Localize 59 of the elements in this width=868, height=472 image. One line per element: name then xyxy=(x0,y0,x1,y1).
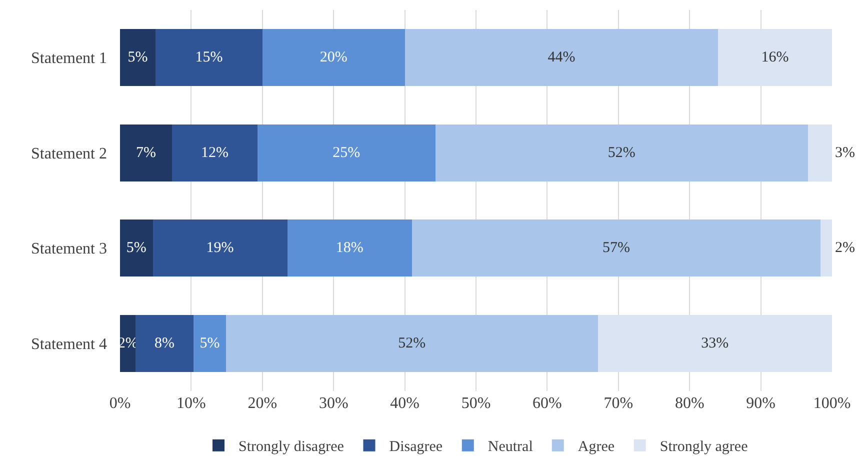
x-tick-label: 50% xyxy=(461,395,491,412)
bar xyxy=(120,29,156,86)
bar xyxy=(718,29,832,86)
bar xyxy=(226,314,598,372)
bar xyxy=(262,29,405,86)
bar xyxy=(404,29,718,86)
x-tick-label: 40% xyxy=(390,395,420,412)
bar xyxy=(152,220,288,277)
data-label: 16% xyxy=(761,50,789,66)
data-label: 25% xyxy=(332,144,360,161)
bar xyxy=(193,314,226,372)
bar xyxy=(257,124,436,182)
y-tick-label: Statement 1 xyxy=(31,50,107,68)
x-tick-label: 100% xyxy=(813,395,851,412)
bar xyxy=(412,220,821,277)
bar xyxy=(120,220,153,277)
bar xyxy=(120,314,136,372)
bar xyxy=(156,29,262,86)
y-tick-label: Statement 3 xyxy=(31,240,107,258)
x-tick-label: 30% xyxy=(318,395,348,412)
legend-label: Strongly disagree xyxy=(238,439,344,456)
bar xyxy=(120,124,172,182)
legend-label: Neutral xyxy=(488,439,533,456)
data-label: 2% xyxy=(835,240,855,256)
data-label: 3% xyxy=(835,144,855,161)
bar xyxy=(598,314,832,372)
legend-label: Strongly agree xyxy=(660,439,748,456)
x-tick-label: 80% xyxy=(674,395,704,412)
x-tick-label: 20% xyxy=(248,395,278,412)
bar xyxy=(435,124,808,182)
data-label: 33% xyxy=(701,335,729,352)
bar xyxy=(172,124,258,182)
data-label: 15% xyxy=(195,50,223,66)
data-label: 19% xyxy=(206,240,234,256)
data-label: 5% xyxy=(126,240,146,256)
y-tick-label: Statement 2 xyxy=(31,145,107,162)
bar xyxy=(820,220,832,277)
x-tick-label: 10% xyxy=(176,395,206,412)
x-tick-label: 90% xyxy=(746,395,776,412)
x-tick-label: 60% xyxy=(532,395,562,412)
data-label: 8% xyxy=(154,335,174,352)
bar xyxy=(287,220,412,277)
data-label: 44% xyxy=(548,50,576,66)
data-label: 57% xyxy=(602,240,630,256)
data-label: 5% xyxy=(200,335,220,352)
data-label: 18% xyxy=(336,240,364,256)
data-label: 12% xyxy=(200,144,228,161)
bar xyxy=(808,124,832,182)
data-label: 52% xyxy=(398,335,426,352)
x-tick-label: 70% xyxy=(604,395,634,412)
bar xyxy=(136,314,194,372)
data-label: 5% xyxy=(128,50,148,66)
data-label: 20% xyxy=(320,50,348,66)
data-label: 52% xyxy=(608,144,636,161)
legend-label: Disagree xyxy=(389,439,443,456)
data-label: 7% xyxy=(136,144,156,161)
y-tick-label: Statement 4 xyxy=(31,336,107,353)
legend-label: Agree xyxy=(578,439,615,456)
x-tick-label: 0% xyxy=(109,395,131,412)
